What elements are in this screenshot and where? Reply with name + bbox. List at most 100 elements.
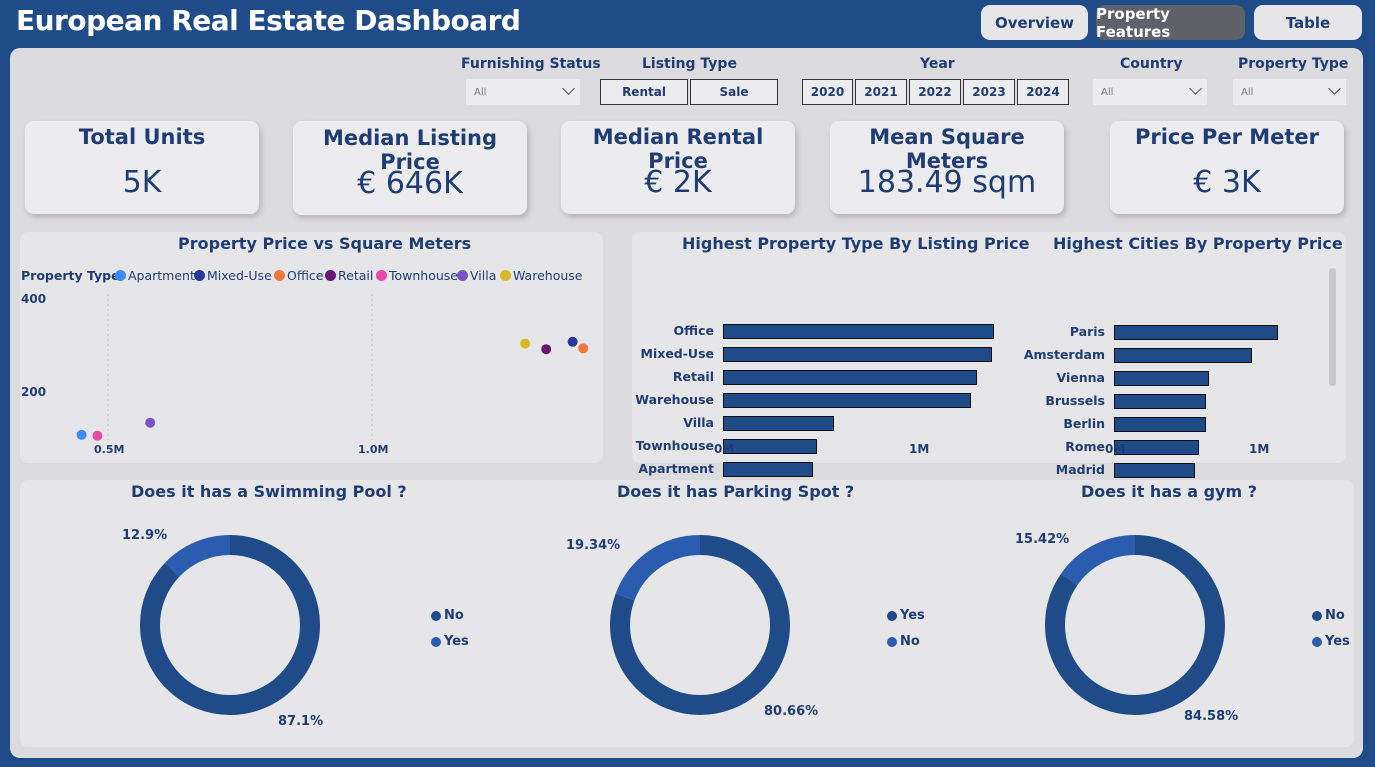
year-2023[interactable]: 2023: [963, 79, 1015, 105]
bar-mixed-use[interactable]: [723, 347, 993, 362]
donut-slice-yes[interactable]: [1045, 535, 1225, 715]
donut-value-label: 87.1%: [278, 714, 324, 729]
legend-label: Villa: [470, 268, 497, 283]
kpi-card-total-units: Total Units 5K: [25, 121, 259, 214]
furnishing-status-value: All: [474, 86, 487, 98]
bar-villa[interactable]: [723, 416, 835, 431]
kpi-label: Mean Square Meters: [869, 125, 1025, 173]
kpi-card-mean-square-meters: Mean Square Meters 183.49 sqm: [830, 121, 1064, 214]
bar-paris[interactable]: [1114, 325, 1279, 340]
bar-warehouse[interactable]: [723, 393, 971, 408]
legend-label: Mixed-Use: [207, 268, 272, 283]
donut-title: Does it has a gym ?: [1081, 482, 1257, 501]
kpi-value: € 2K: [644, 165, 712, 200]
legend-dot: [194, 270, 205, 281]
year-2021[interactable]: 2021: [855, 79, 907, 105]
kpi-value: € 646K: [357, 166, 463, 201]
year-2020[interactable]: 2020: [802, 79, 853, 105]
property-type-dropdown[interactable]: All: [1233, 79, 1346, 105]
kpi-card-price-per-meter: Price Per Meter € 3K: [1110, 121, 1344, 214]
bar-amsterdam[interactable]: [1114, 348, 1253, 363]
legend-dot: [887, 636, 897, 647]
scatter-point-villa[interactable]: [145, 417, 156, 428]
scatter-point-townhouse[interactable]: [92, 430, 103, 441]
country-dropdown[interactable]: All: [1093, 79, 1207, 105]
property-type-label: Property Type: [1238, 56, 1349, 72]
legend-label: Yes: [444, 634, 469, 649]
bar-berlin[interactable]: [1114, 417, 1207, 432]
legend-item-villa: Villa: [457, 268, 496, 283]
donut-slice-no[interactable]: [610, 535, 790, 715]
cities-chart-scrollbar[interactable]: [1329, 268, 1336, 386]
bar-category-label: Paris: [1069, 324, 1105, 339]
legend-item-mixed-use: Mixed-Use: [194, 268, 272, 283]
chevron-down-icon: [1328, 82, 1341, 95]
legend-dot: [887, 610, 897, 621]
nav-overview-button[interactable]: Overview: [981, 5, 1088, 40]
legend-label: No: [900, 634, 920, 649]
year-2024[interactable]: 2024: [1017, 79, 1069, 105]
legend-dot: [115, 270, 126, 281]
cities-bar-title: Highest Cities By Property Price: [1053, 234, 1343, 253]
bar-category-label: Rome: [1065, 439, 1105, 454]
kpi-label: Median Listing Price: [322, 126, 498, 174]
legend-label: Apartment: [128, 268, 195, 283]
legend-dot: [431, 636, 441, 647]
donut-value-label: 19.34%: [566, 538, 621, 553]
scatter-point-apartment[interactable]: [76, 429, 87, 440]
donut-charts-panel: Does it has a Swimming Pool ? 12.9% 87.1% N…: [20, 480, 1354, 747]
kpi-card-median-listing-price: Median Listing Price € 646K: [293, 121, 527, 215]
x-tick-label: 0M: [714, 442, 735, 456]
bar-apartment[interactable]: [723, 462, 813, 477]
legend-label: Retail: [338, 268, 374, 283]
donut-value-label: 12.9%: [122, 528, 168, 543]
donut-chart: [1045, 535, 1225, 715]
scatter-point-office[interactable]: [578, 343, 589, 354]
bar-category-label: Retail: [672, 369, 714, 384]
listing-type-rental[interactable]: Rental: [600, 79, 688, 105]
dashboard-canvas: Furnishing Status All Listing Type Renta…: [10, 48, 1363, 758]
legend-label: Office: [287, 268, 324, 283]
donut-value-label: 15.42%: [1015, 532, 1070, 547]
scatter-point-warehouse[interactable]: [520, 338, 531, 349]
donut-title: Does it has a Swimming Pool ?: [131, 482, 407, 501]
donut-chart: [140, 535, 320, 715]
kpi-label: Median Rental Price: [592, 125, 764, 173]
year-2022[interactable]: 2022: [909, 79, 961, 105]
donut-legend-item: No: [1312, 608, 1345, 623]
kpi-label: Price Per Meter: [1134, 125, 1320, 149]
bar-vienna[interactable]: [1114, 371, 1210, 386]
donut-slice-yes[interactable]: [140, 535, 320, 715]
bar-office[interactable]: [723, 324, 995, 339]
nav-table-button[interactable]: Table: [1254, 5, 1362, 40]
bar-brussels[interactable]: [1114, 394, 1207, 409]
y-tick-label: 400: [21, 292, 47, 306]
bar-category-label: Warehouse: [635, 392, 714, 407]
legend-dot: [1312, 610, 1322, 621]
bar-retail[interactable]: [723, 370, 977, 385]
bar-category-label: Office: [673, 323, 714, 338]
bar-rome[interactable]: [1114, 440, 1199, 455]
y-tick-label: 200: [21, 385, 47, 399]
listing-type-label: Listing Type: [642, 56, 737, 72]
legend-dot: [431, 610, 441, 621]
nav-property-features-button[interactable]: Property Features: [1096, 5, 1245, 41]
legend-dot: [1312, 636, 1322, 647]
bar-category-label: Brussels: [1045, 393, 1105, 408]
donut-legend-item: No: [431, 608, 464, 623]
bar-category-label: Townhouse: [635, 438, 714, 453]
scatter-point-retail[interactable]: [541, 344, 552, 355]
bar-madrid[interactable]: [1114, 463, 1195, 478]
page-title: European Real Estate Dashboard: [16, 4, 521, 37]
scatter-chart-title: Property Price vs Square Meters: [178, 234, 472, 253]
furnishing-status-dropdown[interactable]: All: [466, 79, 580, 105]
bar-townhouse[interactable]: [723, 439, 817, 454]
legend-item-retail: Retail: [325, 268, 373, 283]
bar-category-label: Villa: [683, 415, 714, 430]
scatter-point-mixed-use[interactable]: [567, 336, 578, 347]
scatter-chart-panel: Property Price vs Square Meters Property…: [20, 232, 603, 463]
legend-label: Yes: [1325, 634, 1350, 649]
legend-item-apartment: Apartment: [115, 268, 195, 283]
legend-label: Yes: [900, 608, 925, 623]
listing-type-sale[interactable]: Sale: [690, 79, 778, 105]
